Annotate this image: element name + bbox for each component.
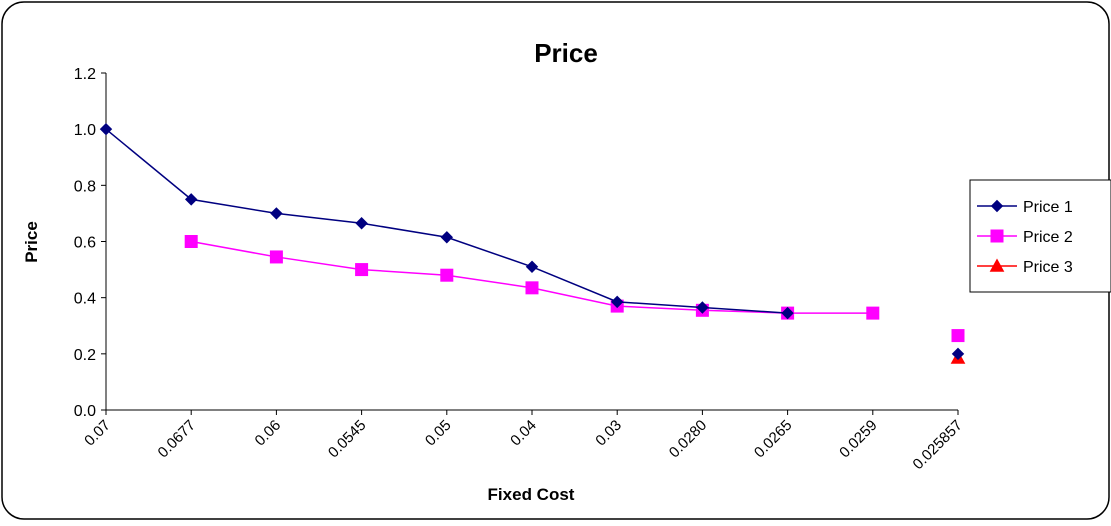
price-1-point [951, 347, 965, 361]
price-2-point [866, 306, 880, 320]
legend: Price 1 Price 2 Price 3 [969, 179, 1111, 293]
price-2-point [440, 268, 454, 282]
price-1-point [355, 217, 368, 230]
legend-price-1-label: Price 1 [1023, 199, 1073, 216]
y-tick-label: 1.2 [74, 66, 96, 83]
price-1-point [99, 122, 113, 136]
price-2-point [951, 329, 965, 343]
price-1-point [696, 301, 709, 314]
legend-price-1-marker [990, 199, 1004, 213]
price-2-point [525, 281, 539, 295]
price-2-point [355, 263, 369, 277]
price-1-point [440, 231, 454, 244]
price-2-point [184, 235, 198, 248]
series-layer [99, 122, 966, 364]
legend-price-3-label: Price 3 [1023, 259, 1073, 276]
y-tick-label: 0.4 [74, 291, 96, 308]
price-1-point [781, 306, 794, 320]
y-axis-label: Price [22, 221, 41, 263]
price-1-point [525, 260, 539, 273]
x-axis-label: Fixed Cost [488, 485, 575, 504]
y-axis-ticks: 0.0 0.2 0.4 0.6 0.8 1.0 1.2 [74, 66, 106, 420]
price-1-point [270, 207, 283, 220]
chart-title: Price [534, 38, 598, 68]
legend-price-2-marker [990, 229, 1004, 243]
price-2-point [269, 250, 283, 264]
legend-price-3-marker [989, 258, 1005, 272]
y-tick-label: 0.6 [74, 235, 96, 252]
y-tick-label: 1.0 [74, 122, 96, 139]
y-tick-label: 0.8 [74, 178, 96, 195]
y-tick-label: 0.0 [74, 403, 96, 420]
price-1-point [610, 295, 624, 309]
price-1-point [184, 193, 198, 206]
legend-price-2-label: Price 2 [1023, 229, 1073, 246]
y-tick-label: 0.2 [74, 347, 96, 364]
